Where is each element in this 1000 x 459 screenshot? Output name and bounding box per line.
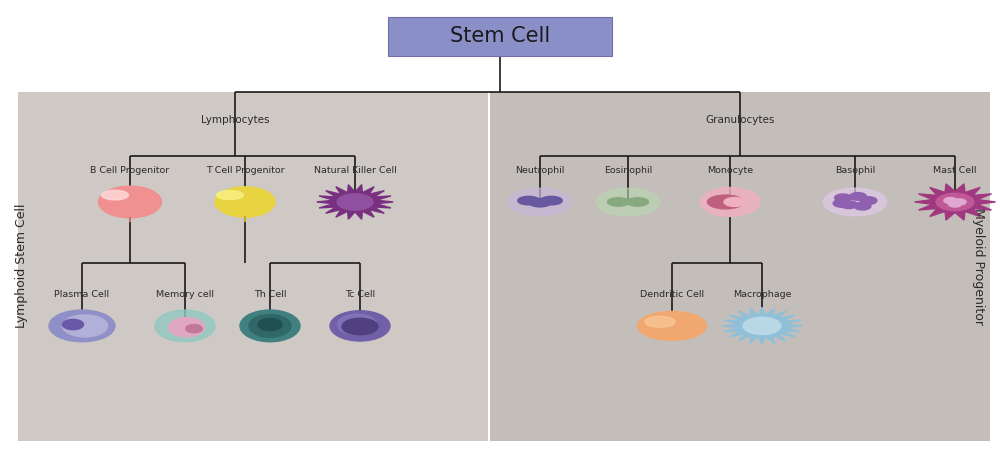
Text: Monocyte: Monocyte (707, 166, 753, 175)
Ellipse shape (186, 325, 202, 333)
Circle shape (948, 201, 962, 207)
Ellipse shape (824, 188, 887, 216)
Ellipse shape (724, 197, 745, 207)
Bar (490, 92, 990, 441)
Text: Th Cell: Th Cell (254, 290, 286, 299)
Text: Macrophage: Macrophage (733, 290, 791, 299)
Circle shape (835, 194, 851, 202)
Ellipse shape (638, 312, 706, 341)
Text: B Cell Progenitor: B Cell Progenitor (90, 166, 170, 175)
Ellipse shape (338, 314, 376, 335)
Text: Eosinophil: Eosinophil (604, 166, 652, 175)
Circle shape (841, 201, 857, 208)
Circle shape (953, 199, 966, 205)
Text: Natural Killer Cell: Natural Killer Cell (314, 166, 396, 175)
Ellipse shape (62, 315, 108, 337)
Ellipse shape (155, 310, 215, 341)
Ellipse shape (743, 317, 781, 335)
Ellipse shape (596, 188, 660, 216)
Ellipse shape (708, 195, 744, 209)
Ellipse shape (330, 311, 390, 341)
Ellipse shape (645, 316, 675, 327)
Ellipse shape (168, 318, 205, 337)
Text: Neutrophil: Neutrophil (515, 166, 565, 175)
Ellipse shape (102, 190, 128, 200)
Circle shape (342, 319, 378, 335)
Circle shape (860, 197, 877, 204)
Text: Basophil: Basophil (835, 166, 875, 175)
FancyBboxPatch shape (388, 17, 612, 56)
Text: Memory cell: Memory cell (156, 290, 214, 299)
Circle shape (944, 197, 957, 204)
Ellipse shape (627, 198, 648, 206)
Ellipse shape (249, 314, 291, 337)
Ellipse shape (216, 190, 243, 200)
Ellipse shape (215, 187, 275, 217)
Text: Stem Cell: Stem Cell (450, 26, 550, 46)
Text: Myeloid Progenitor: Myeloid Progenitor (972, 208, 984, 325)
Text: Mast Cell: Mast Cell (933, 166, 977, 175)
Polygon shape (317, 185, 393, 219)
Ellipse shape (98, 186, 162, 218)
Ellipse shape (529, 198, 551, 207)
Ellipse shape (258, 319, 282, 330)
Text: Granulocytes: Granulocytes (705, 115, 775, 125)
Ellipse shape (337, 194, 373, 210)
Text: Dendritic Cell: Dendritic Cell (640, 290, 704, 299)
Text: Lymphocytes: Lymphocytes (201, 115, 269, 125)
Ellipse shape (936, 193, 974, 211)
Text: T Cell Progenitor: T Cell Progenitor (206, 166, 284, 175)
Ellipse shape (49, 310, 115, 341)
Ellipse shape (240, 310, 300, 341)
Circle shape (833, 200, 850, 207)
Ellipse shape (700, 187, 760, 216)
Bar (18, 92, 488, 441)
Circle shape (854, 202, 871, 210)
Ellipse shape (541, 196, 562, 205)
Circle shape (850, 193, 866, 200)
Ellipse shape (518, 196, 539, 205)
Ellipse shape (608, 198, 629, 206)
Polygon shape (722, 308, 802, 344)
Text: Tc Cell: Tc Cell (345, 290, 375, 299)
Text: Lymphoid Stem Cell: Lymphoid Stem Cell (15, 204, 29, 329)
Ellipse shape (509, 188, 572, 216)
Polygon shape (914, 184, 995, 220)
Text: Plasma Cell: Plasma Cell (54, 290, 110, 299)
Ellipse shape (63, 319, 84, 330)
